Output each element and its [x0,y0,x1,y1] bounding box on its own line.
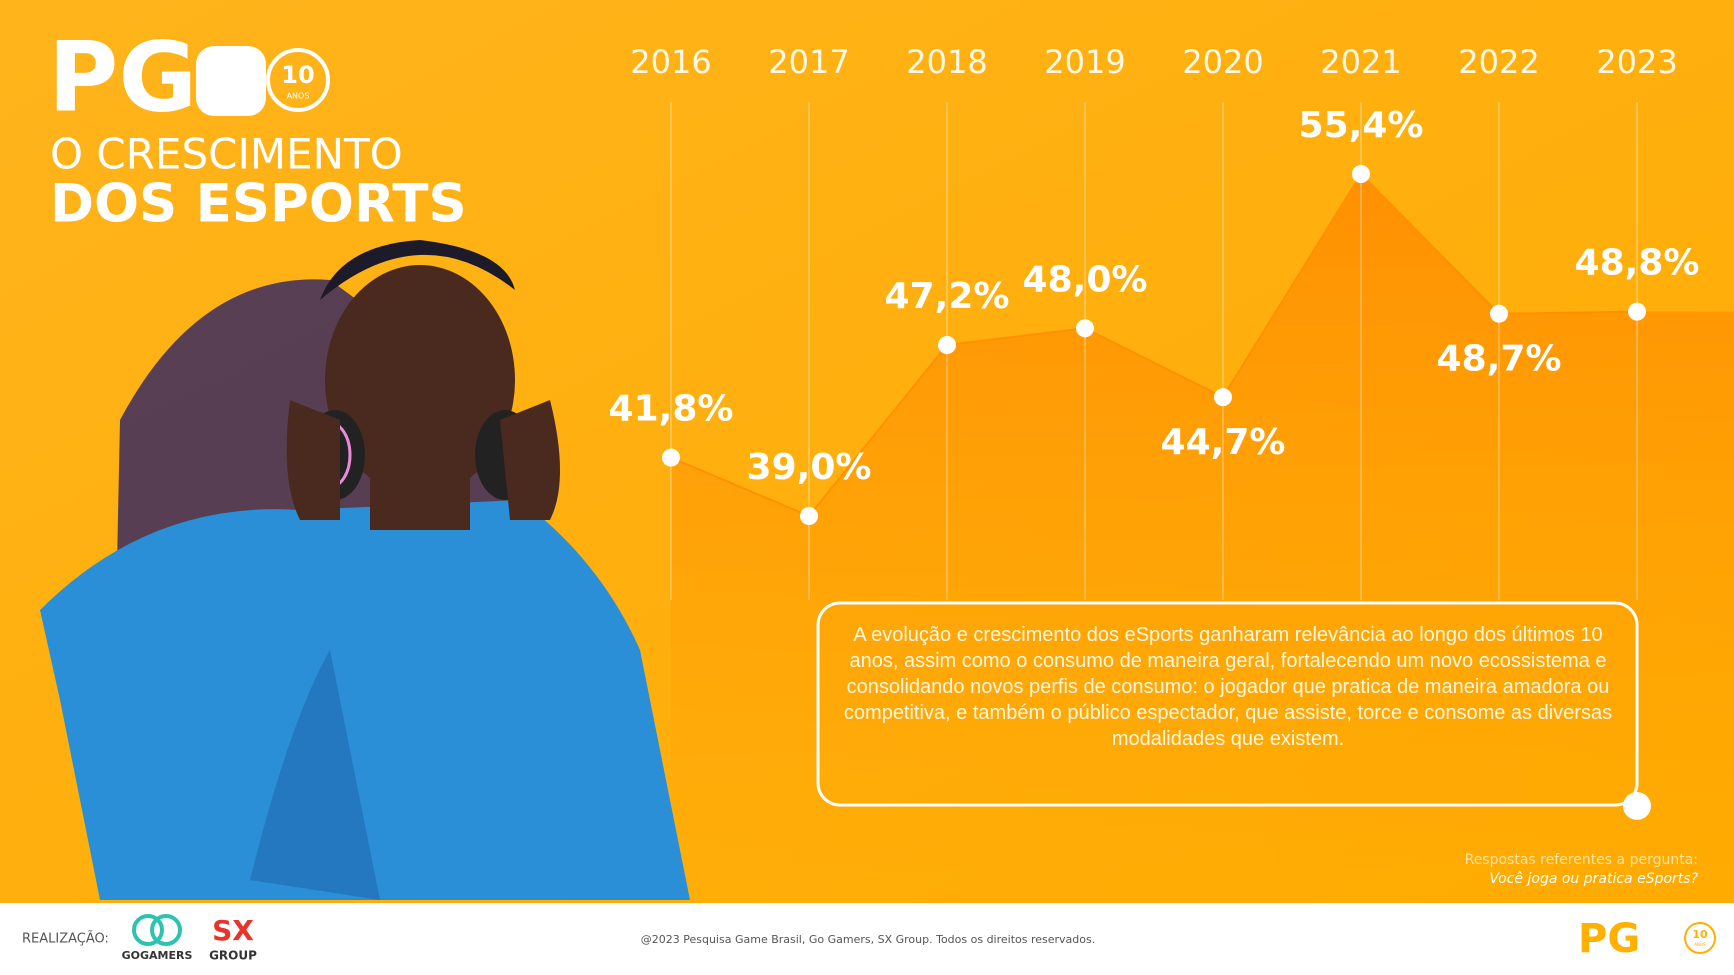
data-label: 55,4% [1299,105,1424,146]
sponsor-icon [150,914,182,946]
data-label: 44,7% [1161,422,1286,463]
footer-logo-badge-number: 10 [1692,928,1708,941]
data-point [938,336,956,354]
x-tick-label: 2023 [1596,43,1677,81]
sponsor-sub: GROUP [209,949,257,963]
data-label: 47,2% [885,276,1010,317]
data-label: 41,8% [609,389,734,430]
logo-pad-icon [196,46,266,116]
x-tick-label: 2016 [630,43,711,81]
data-point [1490,304,1508,323]
data-point [662,448,680,467]
footer-logo-badge [1684,922,1716,954]
x-tick-label: 2018 [906,43,987,81]
sponsor-name: SX [212,914,254,947]
x-tick-label: 2020 [1182,43,1263,81]
copyright: @2023 Pesquisa Game Brasil, Go Gamers, S… [641,933,1096,946]
footer-bar [0,903,1734,975]
area-edge [670,172,1638,518]
note: Respostas referentes a pergunta: [1465,852,1698,868]
data-point [1352,165,1370,183]
logo-badge-number: 10 [281,61,314,89]
data-label: 48,0% [1023,259,1148,300]
sponsor-icon [132,914,164,946]
logo-badge [266,48,330,112]
data-label: 48,7% [1437,339,1562,380]
x-tick-label: 2021 [1320,43,1401,81]
data-point [1076,319,1094,338]
description: A evolução e crescimento dos eSports gan… [843,624,1613,750]
data-label: 48,8% [1575,243,1700,284]
logo: PG [48,21,197,133]
data-label: 39,0% [747,447,872,488]
data-point [1628,302,1646,321]
data-point [1214,388,1232,407]
x-tick-label: 2022 [1458,43,1539,81]
x-tick-label: 2019 [1044,43,1125,81]
title-line: DOS ESPORTS [50,174,467,235]
area-fill [671,174,1734,903]
logo-badge-text: ANOS [287,92,310,101]
x-tick-label: 2017 [768,43,849,81]
note-question: Você joga ou pratica eSports? [1489,871,1698,887]
data-point [800,507,818,525]
footer-logo: PG [1578,916,1640,962]
title-line: O CRESCIMENTO [50,130,403,179]
footer-label: REALIZAÇÃO: [22,931,109,947]
person-illustration [40,240,690,900]
footer-logo-badge-text: ANOS [1694,942,1706,947]
box-dot [1623,792,1651,820]
sponsor-name: GOGAMERS [122,949,193,962]
description-box [816,601,1639,807]
